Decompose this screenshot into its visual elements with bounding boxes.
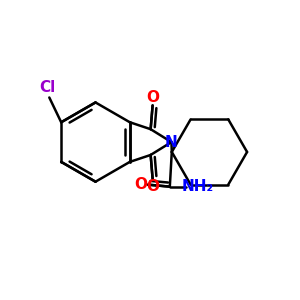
Text: Cl: Cl xyxy=(39,80,56,95)
Text: O: O xyxy=(146,179,159,194)
Text: N: N xyxy=(165,135,178,150)
Text: O: O xyxy=(135,177,148,192)
Text: O: O xyxy=(146,90,159,105)
Text: NH₂: NH₂ xyxy=(182,179,214,194)
